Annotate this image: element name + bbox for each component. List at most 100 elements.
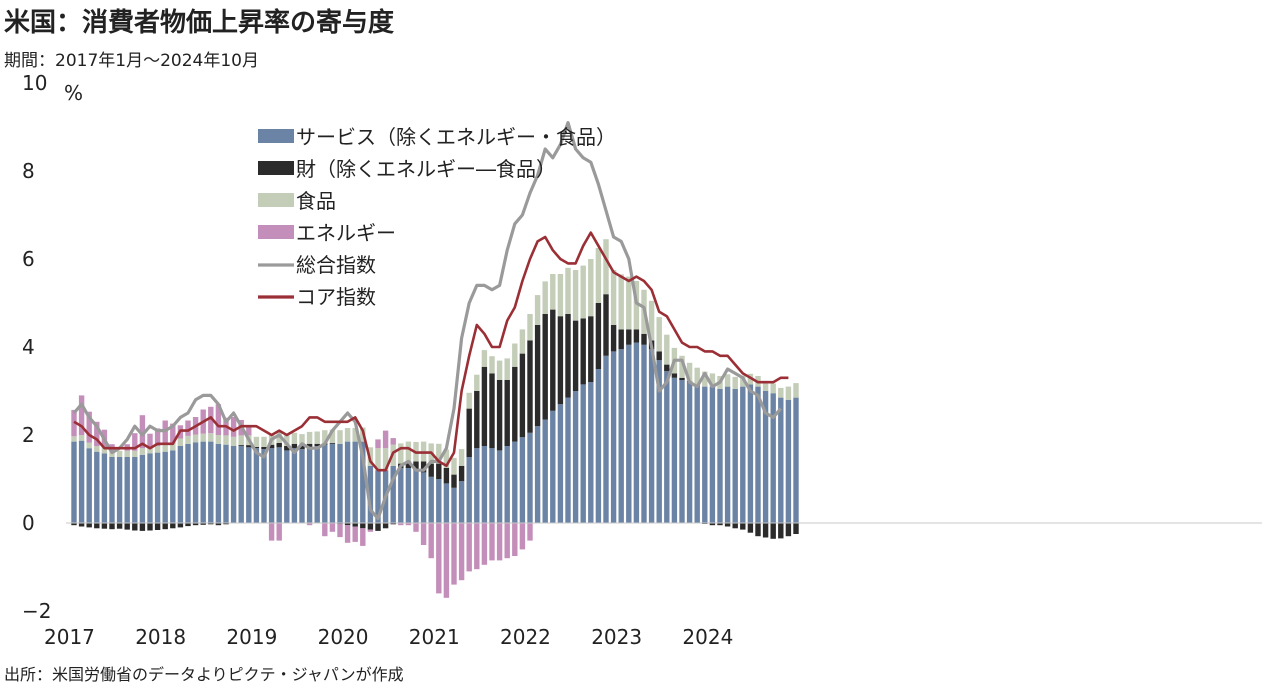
bar-segment <box>679 380 685 523</box>
bar-segment <box>306 523 313 526</box>
bar-segment <box>443 483 450 523</box>
series-line-headline <box>72 120 783 521</box>
bar-segment <box>246 445 252 448</box>
bar-segment <box>177 446 184 523</box>
bar-segment <box>458 481 465 523</box>
bar-segment <box>603 239 609 295</box>
bar-segment <box>109 523 115 530</box>
bar-segment <box>481 366 488 446</box>
bar-segment <box>443 523 450 598</box>
bar-segment <box>185 435 191 444</box>
bar-segment <box>778 387 784 398</box>
bar-segment <box>633 342 640 523</box>
bar-segment <box>177 523 184 528</box>
x-tick-label: 2024 <box>682 625 733 649</box>
bar-segment <box>192 523 199 526</box>
legend-swatch <box>258 193 294 207</box>
bar-segment <box>610 270 617 325</box>
bar-segment <box>208 433 214 442</box>
bar-segment <box>458 465 465 482</box>
bar-segment <box>481 446 488 523</box>
bar-segment <box>352 428 358 442</box>
bar-segment <box>420 523 427 545</box>
bar-segment <box>626 329 632 345</box>
bar-segment <box>185 523 191 527</box>
bar-segment <box>78 440 85 523</box>
bar-segment <box>451 474 457 488</box>
bar-segment <box>610 351 617 523</box>
bar-segment <box>299 434 305 446</box>
bar-segment <box>132 433 138 451</box>
bar-segment <box>337 430 343 444</box>
bar-segment <box>390 465 396 523</box>
bar-segment <box>86 411 92 443</box>
bar-segment <box>648 349 655 523</box>
bar-segment <box>496 523 503 561</box>
bar-segment <box>124 450 130 457</box>
bar-segment <box>626 276 632 330</box>
bar-segment <box>322 444 328 523</box>
bar-segment <box>679 377 685 380</box>
bar-segment <box>360 441 366 523</box>
bar-segment <box>732 523 738 529</box>
bar-segment <box>276 447 282 523</box>
bar-segment <box>428 463 434 477</box>
bar-segment <box>314 431 320 444</box>
bar-segment <box>694 384 700 523</box>
bar-segment <box>664 364 670 372</box>
bar-segment <box>101 447 108 454</box>
bar-segment <box>329 442 336 444</box>
bar-segment <box>352 526 358 542</box>
bar-segment <box>398 443 404 464</box>
bar-segment <box>375 439 381 449</box>
bar-segment <box>451 523 457 585</box>
bar-segment <box>679 355 685 378</box>
bar-segment <box>557 404 564 523</box>
bar-segment <box>71 523 77 526</box>
bar-segment <box>246 447 252 523</box>
y-unit-label: % <box>64 81 83 105</box>
bar-segment <box>572 320 579 391</box>
bar-segment <box>785 523 792 537</box>
legend-label: 財（除くエネルギー―食品） <box>296 157 556 181</box>
bar-segment <box>215 443 222 523</box>
bar-segment <box>268 448 275 523</box>
bar-segment <box>139 523 146 531</box>
chart-period: 期間：2017年1月～2024年10月 <box>4 51 259 71</box>
bar-segment <box>732 376 738 389</box>
bar-segment <box>443 468 450 484</box>
bar-segment <box>557 316 564 405</box>
bar-segment <box>306 431 313 444</box>
bar-segment <box>436 523 442 594</box>
bar-segment <box>398 468 404 523</box>
bar-segment <box>268 523 275 541</box>
bar-segment <box>329 523 336 532</box>
bar-segment <box>329 429 336 443</box>
bar-segment <box>709 373 716 387</box>
bar-segment <box>740 523 746 530</box>
bar-segment <box>474 448 480 523</box>
bar-segment <box>398 523 404 526</box>
bar-segment <box>686 382 693 523</box>
bar-segment <box>428 523 434 559</box>
bar-segment <box>94 523 100 529</box>
bar-segment <box>504 446 510 523</box>
bar-segment <box>527 340 533 433</box>
bar-segment <box>284 446 290 451</box>
legend-label: エネルギー <box>296 221 396 245</box>
bar-segment <box>717 523 723 526</box>
bar-segment <box>192 434 199 443</box>
bar-segment <box>671 377 678 523</box>
bar-segment <box>732 388 738 523</box>
bar-segment <box>496 450 503 523</box>
bar-segment <box>306 447 313 523</box>
bar-segment <box>261 449 267 523</box>
bar-segment <box>192 442 199 523</box>
bar-segment <box>519 353 526 438</box>
bar-segment <box>550 309 556 411</box>
y-tick-label: 0 <box>22 511 35 535</box>
bar-segment <box>284 450 290 523</box>
bar-segment <box>238 446 244 523</box>
bar-segment <box>443 449 450 468</box>
bar-segment <box>86 523 92 528</box>
